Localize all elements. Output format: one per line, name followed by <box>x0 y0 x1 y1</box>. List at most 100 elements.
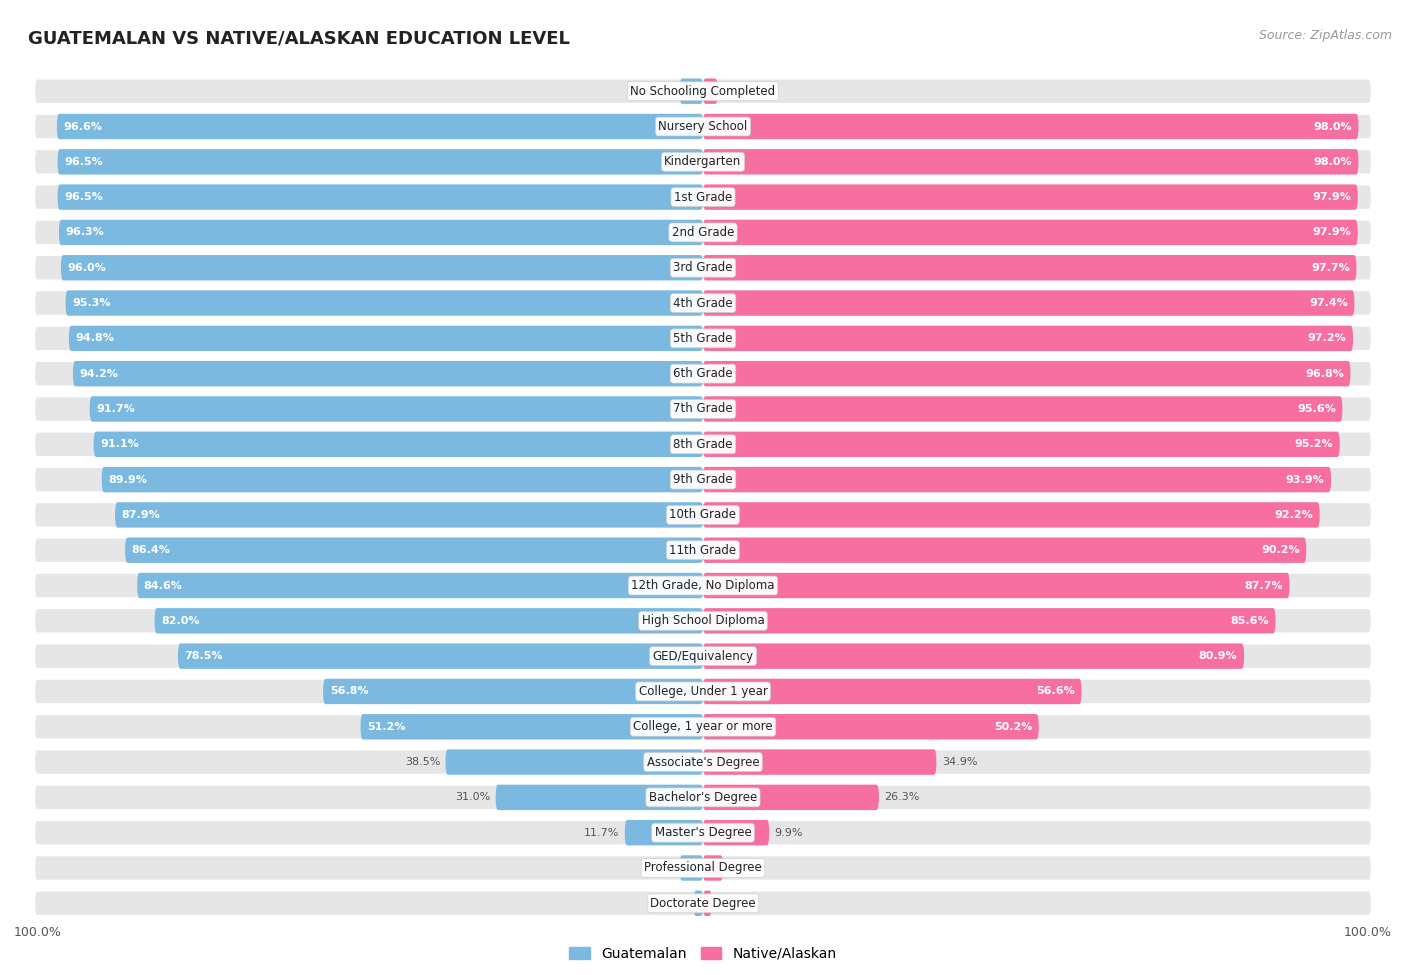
Text: 3.5%: 3.5% <box>645 86 675 97</box>
Text: 3rd Grade: 3rd Grade <box>673 261 733 274</box>
FancyBboxPatch shape <box>34 572 1372 599</box>
Text: 95.3%: 95.3% <box>72 298 111 308</box>
FancyBboxPatch shape <box>69 326 703 351</box>
Text: 80.9%: 80.9% <box>1199 651 1237 661</box>
FancyBboxPatch shape <box>34 291 1372 316</box>
Text: 1.3%: 1.3% <box>717 898 745 909</box>
Text: 12th Grade, No Diploma: 12th Grade, No Diploma <box>631 579 775 592</box>
FancyBboxPatch shape <box>703 291 1354 316</box>
FancyBboxPatch shape <box>703 255 1357 281</box>
Text: 1st Grade: 1st Grade <box>673 191 733 204</box>
FancyBboxPatch shape <box>34 750 1372 775</box>
FancyBboxPatch shape <box>446 750 703 775</box>
FancyBboxPatch shape <box>56 114 703 139</box>
Text: Doctorate Degree: Doctorate Degree <box>650 897 756 910</box>
FancyBboxPatch shape <box>66 291 703 316</box>
Text: 95.6%: 95.6% <box>1296 404 1336 414</box>
FancyBboxPatch shape <box>59 219 703 245</box>
FancyBboxPatch shape <box>73 361 703 386</box>
Text: 96.5%: 96.5% <box>65 157 103 167</box>
Text: 56.6%: 56.6% <box>1036 686 1076 696</box>
Text: 87.9%: 87.9% <box>122 510 160 520</box>
FancyBboxPatch shape <box>34 432 1372 457</box>
Text: GUATEMALAN VS NATIVE/ALASKAN EDUCATION LEVEL: GUATEMALAN VS NATIVE/ALASKAN EDUCATION L… <box>28 29 569 47</box>
FancyBboxPatch shape <box>34 219 1372 245</box>
Text: Bachelor's Degree: Bachelor's Degree <box>650 791 756 803</box>
FancyBboxPatch shape <box>703 396 1343 422</box>
FancyBboxPatch shape <box>34 714 1372 739</box>
FancyBboxPatch shape <box>703 502 1320 527</box>
FancyBboxPatch shape <box>34 326 1372 351</box>
Text: 3.5%: 3.5% <box>645 863 675 873</box>
Text: 100.0%: 100.0% <box>14 926 62 939</box>
Text: 78.5%: 78.5% <box>184 651 224 661</box>
Legend: Guatemalan, Native/Alaskan: Guatemalan, Native/Alaskan <box>564 942 842 966</box>
Text: No Schooling Completed: No Schooling Completed <box>630 85 776 98</box>
Text: 10th Grade: 10th Grade <box>669 508 737 522</box>
FancyBboxPatch shape <box>703 890 711 916</box>
FancyBboxPatch shape <box>703 785 879 810</box>
FancyBboxPatch shape <box>34 79 1372 104</box>
Text: 97.9%: 97.9% <box>1312 227 1351 238</box>
Text: 89.9%: 89.9% <box>108 475 148 485</box>
Text: 97.9%: 97.9% <box>1312 192 1351 202</box>
FancyBboxPatch shape <box>693 890 703 916</box>
Text: 1.4%: 1.4% <box>659 898 689 909</box>
FancyBboxPatch shape <box>496 785 703 810</box>
Text: 2.2%: 2.2% <box>723 86 752 97</box>
FancyBboxPatch shape <box>34 184 1372 210</box>
FancyBboxPatch shape <box>101 467 703 492</box>
FancyBboxPatch shape <box>703 644 1244 669</box>
FancyBboxPatch shape <box>138 572 703 599</box>
FancyBboxPatch shape <box>34 114 1372 139</box>
FancyBboxPatch shape <box>58 184 703 210</box>
Text: 2nd Grade: 2nd Grade <box>672 226 734 239</box>
Text: Source: ZipAtlas.com: Source: ZipAtlas.com <box>1258 29 1392 42</box>
FancyBboxPatch shape <box>360 714 703 739</box>
Text: 96.8%: 96.8% <box>1305 369 1344 378</box>
Text: Nursery School: Nursery School <box>658 120 748 133</box>
FancyBboxPatch shape <box>703 855 723 880</box>
Text: College, 1 year or more: College, 1 year or more <box>633 721 773 733</box>
Text: 9th Grade: 9th Grade <box>673 473 733 487</box>
FancyBboxPatch shape <box>34 502 1372 527</box>
Text: 11.7%: 11.7% <box>583 828 620 838</box>
FancyBboxPatch shape <box>34 537 1372 563</box>
FancyBboxPatch shape <box>34 785 1372 810</box>
FancyBboxPatch shape <box>679 855 703 880</box>
Text: 8th Grade: 8th Grade <box>673 438 733 450</box>
Text: 92.2%: 92.2% <box>1274 510 1313 520</box>
FancyBboxPatch shape <box>34 820 1372 845</box>
Text: 98.0%: 98.0% <box>1313 122 1351 132</box>
Text: 95.2%: 95.2% <box>1295 440 1333 449</box>
Text: 96.0%: 96.0% <box>67 262 107 273</box>
Text: 82.0%: 82.0% <box>162 616 200 626</box>
Text: 97.7%: 97.7% <box>1310 262 1350 273</box>
Text: 5th Grade: 5th Grade <box>673 332 733 345</box>
Text: 26.3%: 26.3% <box>884 793 920 802</box>
FancyBboxPatch shape <box>34 890 1372 916</box>
FancyBboxPatch shape <box>703 79 717 104</box>
Text: Associate's Degree: Associate's Degree <box>647 756 759 768</box>
Text: 84.6%: 84.6% <box>143 580 183 591</box>
FancyBboxPatch shape <box>34 255 1372 281</box>
Text: 56.8%: 56.8% <box>330 686 368 696</box>
Text: 38.5%: 38.5% <box>405 757 440 767</box>
FancyBboxPatch shape <box>34 608 1372 634</box>
Text: 9.9%: 9.9% <box>775 828 803 838</box>
Text: 11th Grade: 11th Grade <box>669 544 737 557</box>
FancyBboxPatch shape <box>34 396 1372 422</box>
Text: 3.0%: 3.0% <box>728 863 756 873</box>
Text: 50.2%: 50.2% <box>994 722 1032 732</box>
FancyBboxPatch shape <box>703 326 1353 351</box>
FancyBboxPatch shape <box>703 820 769 845</box>
Text: Master's Degree: Master's Degree <box>655 826 751 839</box>
FancyBboxPatch shape <box>34 679 1372 704</box>
Text: 96.6%: 96.6% <box>63 122 103 132</box>
FancyBboxPatch shape <box>323 679 703 704</box>
FancyBboxPatch shape <box>703 608 1275 634</box>
FancyBboxPatch shape <box>34 855 1372 880</box>
FancyBboxPatch shape <box>679 79 703 104</box>
Text: 97.2%: 97.2% <box>1308 333 1347 343</box>
FancyBboxPatch shape <box>58 149 703 175</box>
